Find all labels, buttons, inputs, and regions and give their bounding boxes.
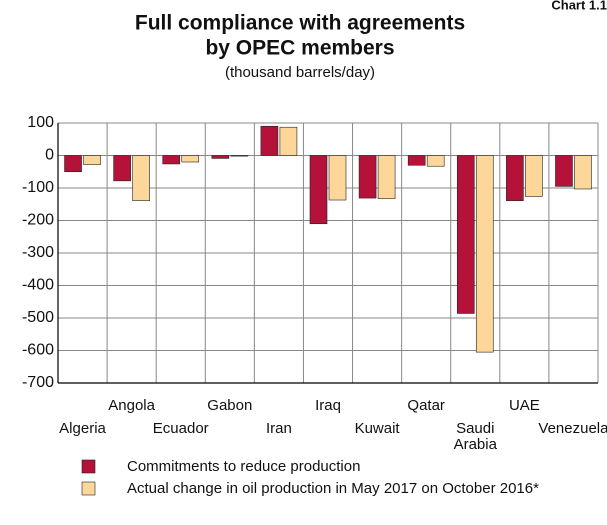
bar xyxy=(426,155,445,167)
y-tick-label: -300 xyxy=(22,244,54,261)
bar xyxy=(211,155,230,159)
bar xyxy=(309,155,328,225)
bar xyxy=(64,155,82,173)
bar xyxy=(230,155,249,157)
chart-label: Chart 1.1 xyxy=(551,0,607,12)
bar xyxy=(132,155,150,201)
bar xyxy=(279,126,298,156)
x-tick-label: Qatar xyxy=(407,397,445,414)
y-tick-label: 100 xyxy=(27,114,54,131)
bar xyxy=(328,155,347,201)
legend-label: Actual change in oil production in May 2… xyxy=(127,480,539,497)
legend-label: Commitments to reduce production xyxy=(127,458,360,475)
legend-swatch xyxy=(81,459,96,474)
chart-title: Full compliance with agreements xyxy=(135,12,465,35)
x-tick-label: Gabon xyxy=(207,397,253,414)
bar xyxy=(162,155,181,165)
x-tick-label: Kuwait xyxy=(354,420,400,437)
chart-subtitle: (thousand barrels/day) xyxy=(225,64,375,81)
y-tick-label: 0 xyxy=(45,147,54,164)
legend-swatch xyxy=(81,481,96,496)
x-tick-label: Ecuador xyxy=(152,420,209,437)
chart-title: by OPEC members xyxy=(205,37,394,60)
y-tick-label: -100 xyxy=(22,179,54,196)
bar xyxy=(525,155,543,197)
x-tick-label: Algeria xyxy=(59,420,106,437)
x-tick-label: UAE xyxy=(508,397,540,414)
x-tick-label: Angola xyxy=(108,397,155,414)
y-tick-label: -600 xyxy=(22,342,54,359)
y-tick-label: -400 xyxy=(22,277,54,294)
x-tick-label: Venezuela xyxy=(538,420,607,437)
bar xyxy=(113,155,131,182)
x-tick-label: Saudi Arabia xyxy=(453,420,497,453)
bar xyxy=(83,155,101,165)
bar xyxy=(377,155,396,200)
bar xyxy=(506,155,524,201)
bar xyxy=(475,155,494,353)
y-tick-label: -700 xyxy=(22,374,54,391)
bar xyxy=(181,155,200,163)
bar xyxy=(456,155,475,314)
y-tick-label: -200 xyxy=(22,212,54,229)
x-tick-label: Iran xyxy=(265,420,292,437)
y-tick-label: -500 xyxy=(22,309,54,326)
bar xyxy=(555,155,573,187)
bar xyxy=(358,155,377,199)
bar xyxy=(407,155,426,166)
x-tick-label: Iraq xyxy=(315,397,341,414)
bar xyxy=(574,155,592,190)
bar xyxy=(260,125,279,156)
